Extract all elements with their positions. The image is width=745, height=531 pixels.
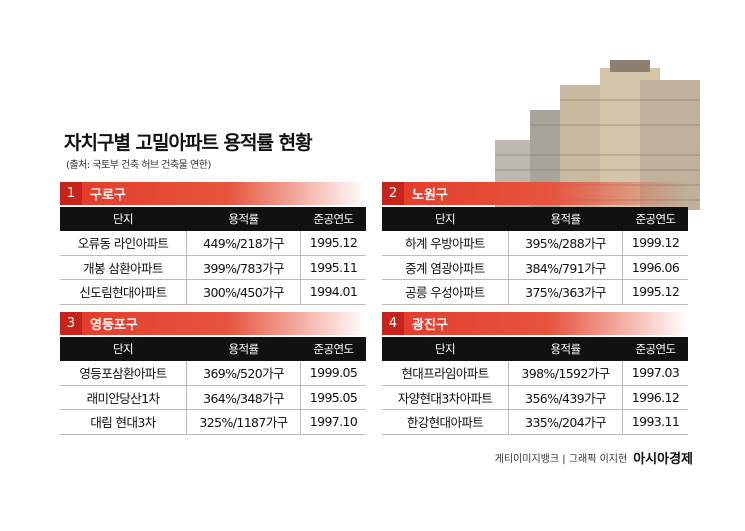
- table-cell: 1995.12: [631, 284, 680, 300]
- table-cell: 현대프라임아파트: [401, 366, 489, 382]
- table-cell: 1994.01: [309, 284, 358, 300]
- column-header: 단지: [435, 342, 456, 356]
- table-row: 신도림현대아파트 300%/450가구 1994.01: [60, 280, 366, 305]
- table-cell: 래미안당산1차: [86, 390, 160, 406]
- column-header: 용적률: [186, 337, 301, 361]
- panel-header: 3 영등포구: [60, 312, 366, 335]
- table-cell: 1995.12: [309, 235, 358, 251]
- table-row: 개봉 삼환아파트 399%/783가구 1995.11: [60, 255, 366, 280]
- table-cell: 1995.11: [309, 259, 358, 275]
- table-cell: 1999.05: [309, 365, 358, 381]
- table-cell: 대림 현대3차: [90, 415, 156, 431]
- panel-number: 3: [60, 312, 82, 335]
- source: (출처: 국토부 건축 허브 건축물 연한): [66, 160, 211, 171]
- table-cell: 공릉 우성아파트: [405, 285, 485, 301]
- table-cell: 325%/1187가구: [186, 410, 301, 434]
- title: 자치구별 고밀아파트 용적률 현황: [64, 132, 313, 154]
- table-header: 단지 용적률 준공연도: [382, 337, 688, 361]
- panel-number: 4: [382, 312, 404, 335]
- table-cell: 1995.05: [309, 389, 358, 405]
- brand: 아시아경제: [633, 452, 693, 467]
- table-cell: 개봉 삼환아파트: [83, 260, 163, 276]
- table-cell: 1997.03: [631, 365, 680, 381]
- table-cell: 한강현대아파트: [406, 415, 484, 431]
- column-header: 용적률: [508, 207, 623, 231]
- table-cell: 1993.11: [631, 414, 680, 430]
- footer: 게티이미지뱅크 | 그래픽 이지현 아시아경제: [495, 448, 693, 467]
- table-row: 현대프라임아파트 398%/1592가구 1997.03: [382, 361, 688, 386]
- table-row: 한강현대아파트 335%/204가구 1993.11: [382, 410, 688, 435]
- table-row: 대림 현대3차 325%/1187가구 1997.10: [60, 410, 366, 435]
- table-cell: 335%/204가구: [508, 410, 623, 434]
- table-cell: 신도림현대아파트: [79, 285, 167, 301]
- panel-header: 1 구로구: [60, 182, 366, 205]
- column-header: 준공연도: [313, 212, 355, 226]
- district-name: 광진구: [412, 318, 448, 333]
- table-row: 중계 염광아파트 384%/791가구 1996.06: [382, 255, 688, 280]
- credit: 게티이미지뱅크 | 그래픽 이지현: [494, 454, 628, 465]
- table-cell: 364%/348가구: [186, 385, 301, 409]
- table-header: 단지 용적률 준공연도: [60, 207, 366, 231]
- table-cell: 369%/520가구: [186, 361, 301, 385]
- panel-header: 4 광진구: [382, 312, 688, 335]
- table-header: 단지 용적률 준공연도: [382, 207, 688, 231]
- table-row: 자양현대3차아파트 356%/439가구 1996.12: [382, 385, 688, 410]
- table-cell: 1996.06: [631, 259, 680, 275]
- table-cell: 384%/791가구: [508, 255, 623, 279]
- table-cell: 중계 염광아파트: [405, 260, 485, 276]
- district-name: 구로구: [90, 188, 126, 203]
- table-header: 단지 용적률 준공연도: [60, 337, 366, 361]
- panel-header: 2 노원구: [382, 182, 688, 205]
- column-header: 용적률: [508, 337, 623, 361]
- column-header: 용적률: [186, 207, 301, 231]
- panel-number: 2: [382, 182, 404, 205]
- table-cell: 395%/288가구: [508, 231, 623, 255]
- table-cell: 1996.12: [631, 389, 680, 405]
- table-row: 하계 우방아파트 395%/288가구 1999.12: [382, 231, 688, 256]
- column-header: 준공연도: [635, 212, 677, 226]
- table-row: 영등포삼환아파트 369%/520가구 1999.05: [60, 361, 366, 386]
- table-row: 공릉 우성아파트 375%/363가구 1995.12: [382, 280, 688, 305]
- table-cell: 375%/363가구: [508, 280, 623, 304]
- column-header: 단지: [113, 212, 134, 226]
- table-row: 래미안당산1차 364%/348가구 1995.05: [60, 385, 366, 410]
- table-cell: 오류동 라인아파트: [77, 236, 169, 252]
- table-cell: 자양현대3차아파트: [397, 390, 493, 406]
- column-header: 단지: [113, 342, 134, 356]
- table-cell: 399%/783가구: [186, 255, 301, 279]
- column-header: 준공연도: [635, 342, 677, 356]
- table-cell: 356%/439가구: [508, 385, 623, 409]
- district-name: 영등포구: [90, 318, 138, 333]
- table-cell: 하계 우방아파트: [405, 236, 485, 252]
- table-cell: 1997.10: [309, 414, 358, 430]
- table-cell: 영등포삼환아파트: [79, 366, 167, 382]
- table-cell: 449%/218가구: [186, 231, 301, 255]
- table-cell: 300%/450가구: [186, 280, 301, 304]
- table-row: 오류동 라인아파트 449%/218가구 1995.12: [60, 231, 366, 256]
- district-name: 노원구: [412, 188, 448, 203]
- column-header: 단지: [435, 212, 456, 226]
- column-header: 준공연도: [313, 342, 355, 356]
- table-cell: 398%/1592가구: [508, 361, 623, 385]
- panel-number: 1: [60, 182, 82, 205]
- table-cell: 1999.12: [631, 235, 680, 251]
